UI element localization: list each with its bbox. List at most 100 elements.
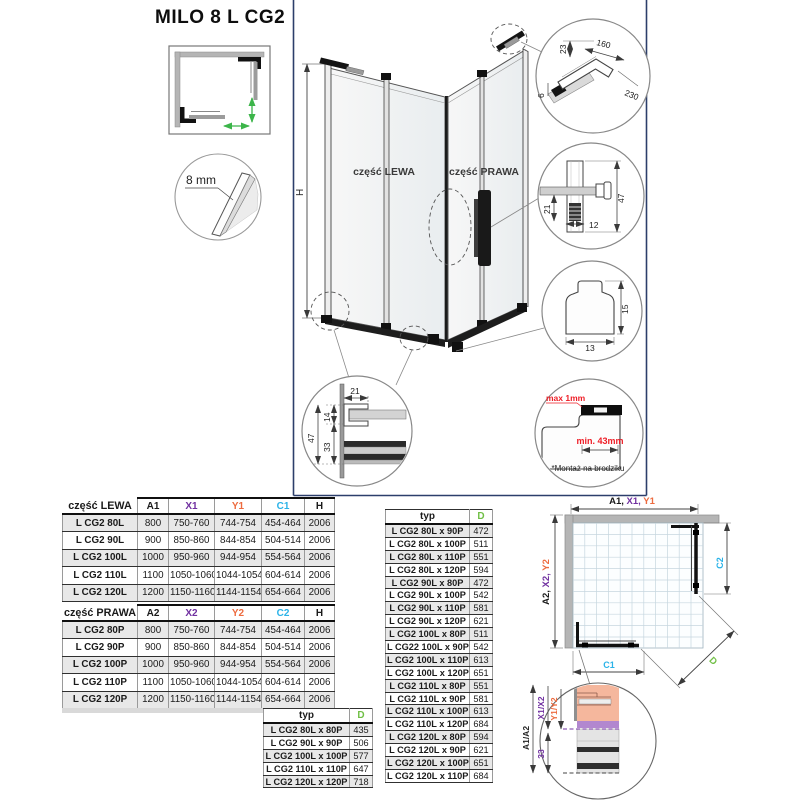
detail-marker (428, 188, 472, 266)
column-header: Y2 (214, 604, 262, 622)
column-header: D (349, 708, 373, 724)
table-row: L CG2 80L 800 750-760 744-754 454-464 2006 (62, 513, 335, 533)
cell-value: 2006 (304, 638, 335, 657)
cell-value: 472 (469, 575, 493, 590)
dim-x1x2: X1/X2 (536, 696, 546, 719)
cell-value: 554-564 (261, 548, 305, 568)
row-label: L CG2 80L x 90P (385, 523, 470, 538)
row-label: L CG2 110L (62, 566, 138, 585)
door-profile-left (383, 76, 390, 331)
cell-value: 950-960 (168, 548, 215, 568)
row-label: L CG2 120L x 80P (385, 730, 470, 745)
label-part: Y1 (643, 496, 655, 507)
column-header: Y1 (214, 497, 262, 515)
column-header: X1 (168, 497, 215, 515)
cell-value: 613 (469, 704, 493, 719)
label-part: Y2 (541, 559, 552, 571)
table-row: L CG2 90L x 100P 542 (385, 588, 493, 603)
cell-value: 454-464 (261, 620, 305, 640)
row-label: L CG2 90L (62, 531, 138, 550)
cell-value: 2006 (304, 513, 335, 533)
row-label: L CG2 100L x 80P (385, 627, 470, 642)
cell-value: 551 (469, 549, 493, 564)
cell-value: 1000 (137, 548, 169, 568)
plan-view: A1, X1, Y1 C2 A2, X2, Y2 (541, 496, 739, 689)
table-title: część LEWA (62, 498, 138, 515)
dim-height: H (295, 189, 306, 196)
dim-12: 12 (589, 220, 599, 230)
roller (428, 334, 439, 344)
column-header: X2 (168, 604, 215, 622)
table-row: L CG2 80L x 120P 594 (385, 562, 493, 577)
dim-23: 23 (558, 44, 568, 54)
row-label: L CG2 80L x 80P (263, 722, 350, 737)
cell-value: 2006 (304, 673, 335, 692)
cell-value: 554-564 (261, 655, 305, 675)
row-label: L CG2 80L (62, 513, 138, 533)
cell-value: 651 (469, 756, 493, 770)
table-title: część PRAWA (62, 605, 138, 622)
dim-13: 13 (585, 343, 595, 353)
bottom-rail-right (448, 305, 525, 348)
wall-left (564, 514, 574, 649)
leader-lines (333, 41, 545, 386)
table-row: L CG2 120L x 110P 684 (385, 768, 493, 783)
table-row: L CG2 100P 1000 950-960 944-954 554-564 2006 (62, 655, 335, 675)
cell-value: 504-514 (261, 531, 305, 550)
row-label: L CG2 110L x 80P (385, 678, 470, 693)
plan-icon (168, 45, 271, 135)
cell-value: 542 (469, 640, 493, 654)
row-label: L CG2 110L x 120P (385, 717, 470, 732)
row-label: L CG2 110P (62, 673, 138, 692)
table-row: L CG2 120L x 120P 718 (263, 774, 373, 789)
tray-grid (573, 523, 703, 648)
detail-glide: 15 13 (541, 260, 643, 362)
cell-value: 551 (469, 678, 493, 693)
table-row: L CG2 120L x 90P 621 (385, 743, 493, 758)
cell-value: 850-860 (168, 531, 215, 550)
cell-value: 511 (469, 536, 493, 551)
row-label: L CG2 90L x 90P (263, 735, 350, 750)
technical-drawing: 8 mm H (168, 0, 651, 497)
table-combinations: typ D L CG2 80L x 90P 472 L CG2 80L x 100P 51… (385, 509, 493, 783)
column-header: C2 (261, 604, 305, 622)
cell-value: 2006 (304, 548, 335, 568)
cell-value: 594 (469, 730, 493, 745)
dim-33: 33 (536, 749, 546, 759)
cell-value: 744-754 (214, 620, 262, 640)
row-label: L CG2 120L x 120P (263, 774, 350, 789)
glass-thickness-label: 8 mm (186, 173, 216, 187)
row-label: L CG2 100P (62, 655, 138, 675)
cell-value: 684 (469, 768, 493, 783)
dim-a1x1y1: A1, X1, Y1 (609, 496, 656, 507)
table-row: L CG2 80L x 80P 435 (263, 722, 373, 737)
cell-value: 472 (469, 523, 493, 538)
cell-value: 2006 (304, 566, 335, 585)
cell-value: 1100 (137, 566, 169, 585)
cell-value: 604-614 (261, 673, 305, 692)
cell-value: 844-854 (214, 638, 262, 657)
detail-knob: 21 12 47 (537, 142, 645, 250)
label-part: X2, (541, 571, 552, 588)
row-label: L CG2 100L x 100P (263, 748, 350, 763)
detail-marker (490, 23, 528, 55)
dim-a2x2y2: A2, X2, Y2 (541, 559, 552, 605)
cell-value: 800 (137, 620, 169, 640)
cell-value: 750-760 (168, 513, 215, 533)
detail-marker (399, 325, 429, 351)
part-label-right: część PRAWA (449, 166, 519, 178)
table-header-row: typ D (385, 509, 493, 525)
cell-value: 1200 (137, 690, 169, 711)
wall-top (564, 514, 720, 524)
row-label: L CG2 90L x 110P (385, 601, 470, 616)
dim-a1a2: A1/A2 (521, 726, 531, 750)
row-label: L CG2 110L x 110P (263, 761, 350, 776)
table-row: L CG2 110L x 90P 581 (385, 691, 493, 706)
table-header-row: typ D (263, 708, 373, 724)
cell-value: 900 (137, 531, 169, 550)
dim-21: 21 (350, 386, 360, 396)
plan-view-drawing: A1, X1, Y1 C2 A2, X2, Y2 (521, 496, 739, 800)
table-row: L CG2 90P 900 850-860 844-854 504-514 2006 (62, 638, 335, 657)
iso-drawing: H (295, 23, 545, 386)
